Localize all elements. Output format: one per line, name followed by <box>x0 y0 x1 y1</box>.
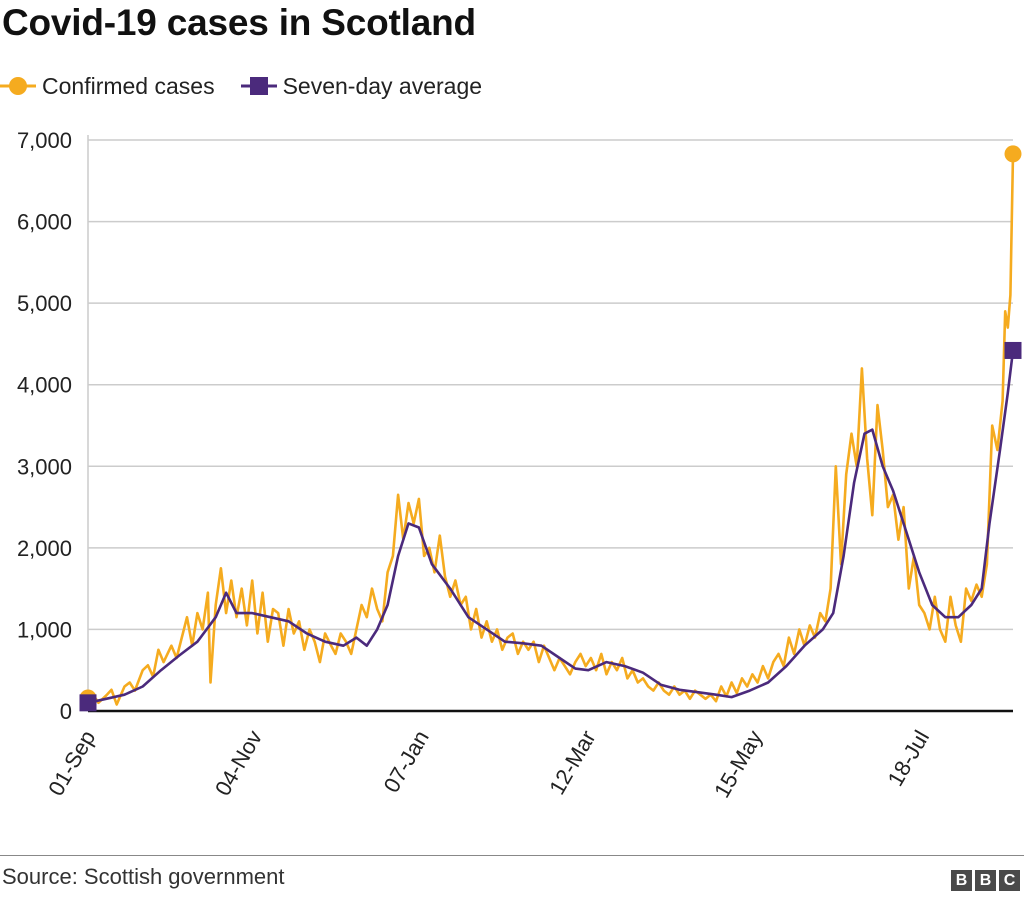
chart-title: Covid-19 cases in Scotland <box>2 2 476 43</box>
bbc-logo: B B C <box>951 870 1020 891</box>
bbc-logo-block: C <box>999 870 1020 891</box>
x-tick-label: 04-Nov <box>210 726 267 800</box>
y-tick-label: 5,000 <box>17 291 72 316</box>
legend-item-average: Seven-day average <box>240 72 483 100</box>
chart-legend: Confirmed cases Seven-day average <box>0 70 508 102</box>
square-marker-icon <box>240 77 277 95</box>
y-tick-label: 1,000 <box>17 617 72 642</box>
legend-label-confirmed: Confirmed cases <box>42 72 215 99</box>
line-chart: 0 1,000 2,000 3,000 4,000 5,000 6,000 7,000 01-S… <box>17 128 1022 802</box>
y-tick-label: 4,000 <box>17 373 72 398</box>
end-marker-average <box>1004 341 1022 359</box>
x-tick-label: 18-Jul <box>883 726 935 790</box>
start-marker-average <box>79 694 97 712</box>
end-marker-confirmed <box>1004 145 1022 163</box>
circle-marker-icon <box>0 77 36 95</box>
legend-label-average: Seven-day average <box>282 72 483 99</box>
x-tick-label: 15-May <box>709 726 767 802</box>
bbc-logo-block: B <box>975 870 996 891</box>
x-tick-label: 01-Sep <box>43 726 100 800</box>
x-tick-label: 12-Mar <box>544 726 600 799</box>
source-note: Source: Scottish government <box>2 864 285 889</box>
y-tick-label: 0 <box>60 699 72 724</box>
legend-item-confirmed: Confirmed cases <box>0 73 215 100</box>
y-tick-label: 6,000 <box>17 210 72 235</box>
series-line-confirmed-cases <box>87 153 1015 706</box>
y-tick-label: 7,000 <box>17 128 72 153</box>
bbc-logo-block: B <box>951 870 972 891</box>
y-tick-label: 3,000 <box>17 454 72 479</box>
series-line-seven-day-average <box>87 350 1015 705</box>
x-tick-label: 07-Jan <box>379 726 434 797</box>
footer-divider <box>0 855 1024 856</box>
y-tick-label: 2,000 <box>17 536 72 561</box>
